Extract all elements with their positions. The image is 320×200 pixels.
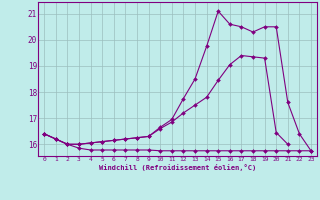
X-axis label: Windchill (Refroidissement éolien,°C): Windchill (Refroidissement éolien,°C) [99,164,256,171]
